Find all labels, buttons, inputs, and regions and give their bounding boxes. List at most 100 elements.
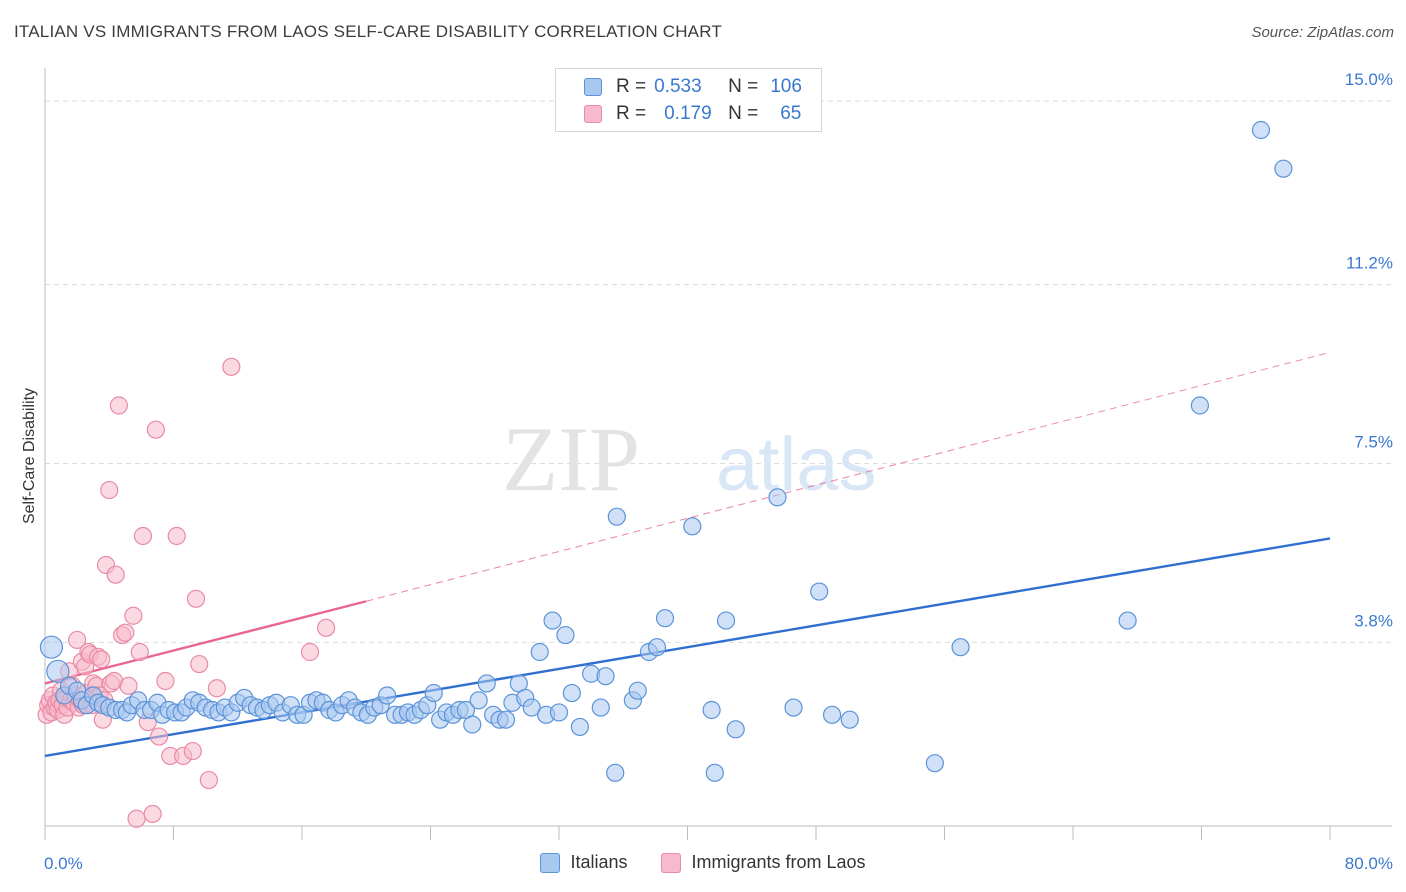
italians-point <box>1118 611 1137 630</box>
legend-n-label: N = <box>728 76 759 97</box>
laos-point <box>156 671 175 691</box>
x-tick-label-max: 80.0% <box>1345 854 1393 873</box>
italians-point <box>596 667 615 686</box>
italians-point <box>477 674 496 693</box>
italians-point <box>522 698 541 717</box>
legend-swatch-italians <box>540 852 561 873</box>
y-tick-label: 11.2% <box>1346 254 1393 273</box>
italians-point <box>822 705 842 724</box>
legend-item-italians[interactable]: Italians <box>540 852 627 873</box>
laos-point <box>100 480 119 500</box>
legend-n-value: 65 <box>780 103 802 124</box>
laos-point <box>68 630 87 650</box>
laos-point <box>116 623 135 642</box>
italians-point <box>647 638 667 657</box>
italians-point <box>702 700 721 720</box>
italians-point <box>726 720 745 739</box>
legend-n-label: N = <box>728 103 759 124</box>
italians-point <box>1190 396 1209 415</box>
italians-point <box>628 681 647 700</box>
italians-point <box>768 488 787 507</box>
laos-point <box>92 650 111 669</box>
laos-point <box>222 357 241 376</box>
italians-point <box>469 691 488 710</box>
italians-point <box>46 659 70 683</box>
legend-r-value: 0.179 <box>664 103 712 124</box>
y-tick-label: 15.0% <box>1345 70 1393 89</box>
laos-point <box>300 642 320 662</box>
italians-point <box>716 611 736 630</box>
legend-r-label: R = <box>616 76 647 97</box>
y-tick-label: 7.5% <box>1354 433 1393 452</box>
trend-layer <box>44 351 1331 758</box>
laos-trend-extension <box>366 351 1331 602</box>
laos-trend-line <box>44 600 367 685</box>
source-label: Source: ZipAtlas.com <box>1251 24 1394 41</box>
legend-item-laos[interactable]: Immigrants from Laos <box>661 852 866 873</box>
laos-point <box>109 396 128 415</box>
laos-point <box>130 642 149 662</box>
watermark: ZIP atlas <box>502 408 877 510</box>
correlation-legend: R = 0.533 N = 106 R = 0.179 N = 65 <box>555 68 822 132</box>
laos-point <box>146 420 165 439</box>
italians-point <box>925 754 944 773</box>
laos-point <box>183 741 202 761</box>
italians-point <box>39 635 64 659</box>
legend-row-laos: R = 0.179 N = 65 <box>584 102 801 126</box>
watermark-zip: ZIP <box>502 408 640 510</box>
y-axis-label: Self-Care Disability <box>21 387 38 525</box>
italians-point <box>591 698 610 717</box>
italians-point <box>810 582 829 601</box>
italians-point <box>1274 159 1293 178</box>
italians-point <box>530 642 549 662</box>
italians-point <box>840 710 859 729</box>
italians-point <box>784 698 803 717</box>
chart-title: ITALIAN VS IMMIGRANTS FROM LAOS SELF-CAR… <box>14 22 722 41</box>
italians-point <box>606 763 625 782</box>
laos-point <box>207 679 226 698</box>
laos-point <box>143 804 162 824</box>
legend-n-value: 106 <box>770 76 802 97</box>
italians-point <box>424 683 443 703</box>
legend-r-value: 0.533 <box>654 76 702 97</box>
y-tick-label: 3.8% <box>1354 611 1393 630</box>
legend-label-italians: Italians <box>570 852 628 872</box>
laos-point <box>186 589 206 608</box>
labels-layer: 3.8% 7.5% 11.2% 15.0% 0.0% 80.0% <box>44 70 1393 873</box>
italians-point <box>1251 120 1271 140</box>
legend-row-italians: R = 0.533 N = 106 <box>584 75 802 99</box>
italians-point <box>463 715 482 734</box>
italians-point <box>951 638 970 657</box>
italians-point <box>705 763 724 782</box>
italians-point <box>378 686 397 705</box>
legend-swatch-italians <box>584 78 602 96</box>
laos-point <box>316 618 336 637</box>
italians-point <box>562 683 581 703</box>
points-layer <box>37 120 1293 828</box>
italians-trend-line <box>44 537 1331 758</box>
x-tick-label-min: 0.0% <box>44 854 83 873</box>
watermark-atlas: atlas <box>716 422 877 507</box>
laos-point <box>199 770 218 790</box>
legend-r-label: R = <box>616 103 647 124</box>
italians-point <box>496 710 516 729</box>
laos-point <box>190 654 209 674</box>
laos-point <box>124 606 143 625</box>
legend-label-laos: Immigrants from Laos <box>691 852 866 872</box>
italians-point <box>570 717 589 737</box>
italians-point <box>607 507 626 526</box>
laos-point <box>119 676 138 695</box>
italians-point <box>556 625 575 645</box>
laos-point <box>127 809 146 828</box>
laos-point <box>133 526 153 546</box>
italians-point <box>683 517 702 536</box>
legend-swatch-laos <box>584 105 602 123</box>
series-legend: Italians Immigrants from Laos <box>0 852 1406 873</box>
laos-point <box>149 727 169 746</box>
italians-point <box>543 611 562 630</box>
legend-swatch-laos <box>661 852 682 873</box>
laos-point <box>167 526 186 546</box>
laos-point <box>106 565 125 584</box>
italians-point <box>549 703 569 722</box>
